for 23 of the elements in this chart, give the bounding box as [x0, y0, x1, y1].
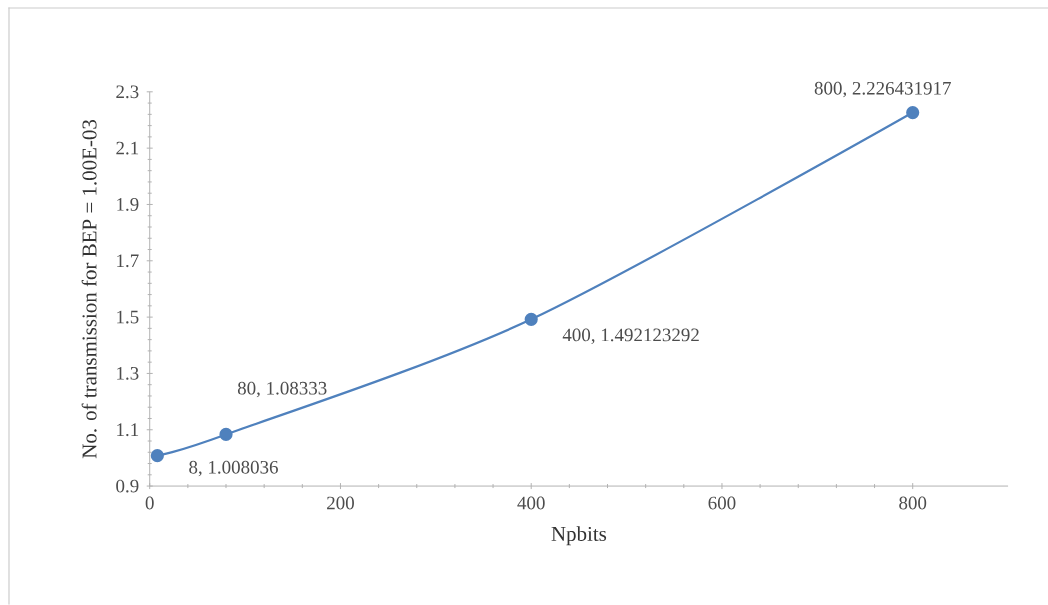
y-tick-label: 1.7 [117, 254, 139, 268]
y-tick-label: 1.3 [117, 367, 139, 380]
x-tick-label: 200 [327, 496, 354, 510]
y-tick-label: 2.3 [116, 85, 139, 99]
y-tick-label: 0.9 [116, 479, 139, 493]
x-tick-label: 0 [145, 496, 154, 510]
x-axis-title: Npbits [551, 526, 607, 546]
x-tick-label: 800 [899, 496, 927, 510]
y-axis-title: No. of transmission for BEP = 1.00E-03 [81, 120, 97, 459]
y-tick-label: 1.1 [117, 423, 139, 437]
data-label: 800, 2.226431917 [814, 81, 951, 98]
data-label: 80, 1.08333 [237, 381, 327, 398]
data-label: 8, 1.008036 [189, 460, 278, 477]
point [906, 106, 920, 120]
point [219, 427, 233, 442]
x-tick-label: 400 [517, 496, 545, 510]
y-tick-label: 1.5 [117, 310, 139, 324]
y-tick-label: 1.9 [117, 198, 139, 211]
point [524, 312, 538, 326]
x-tick-label: 600 [708, 496, 736, 510]
y-tick-label: 2.1 [116, 141, 139, 155]
point [150, 449, 164, 463]
data-label: 400, 1.492123292 [562, 328, 699, 345]
